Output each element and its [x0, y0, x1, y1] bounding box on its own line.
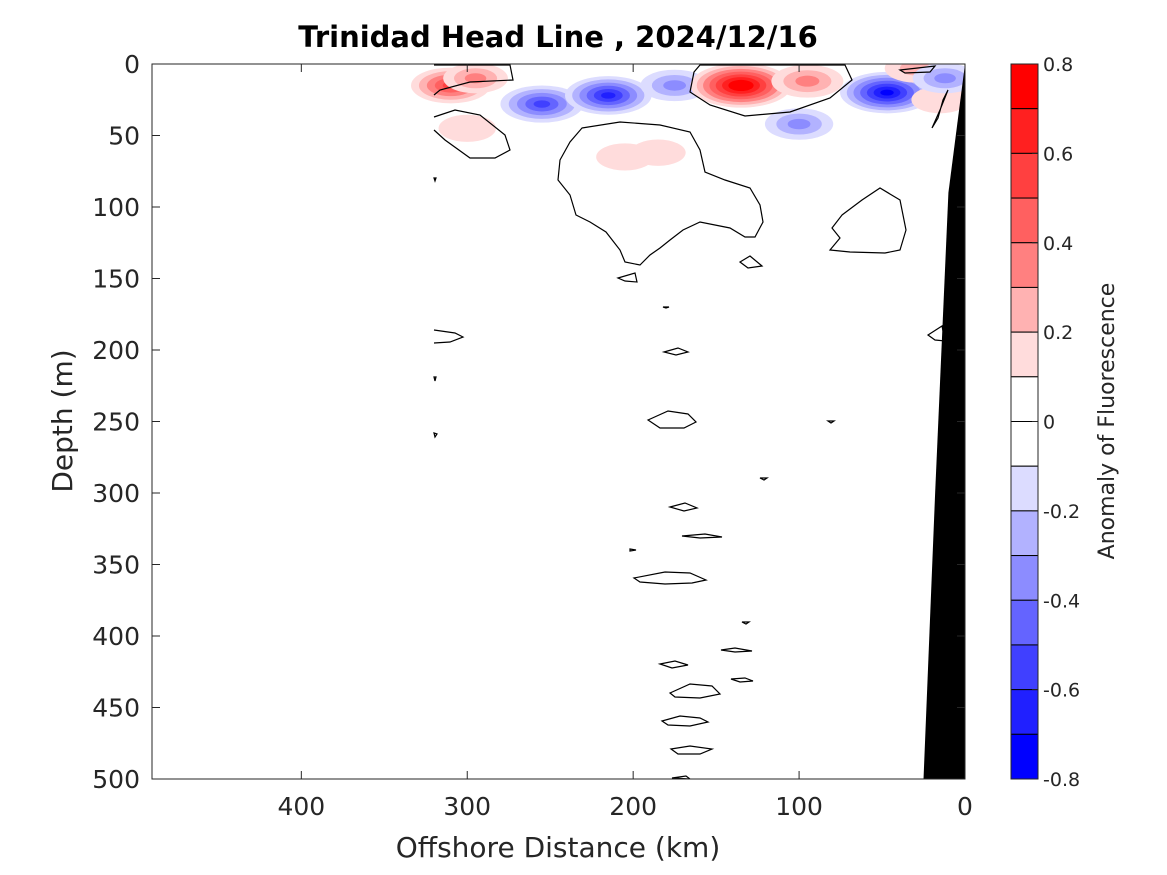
y-tick-label: 500	[92, 765, 140, 794]
anomaly-region	[533, 100, 551, 108]
contour-line	[632, 571, 708, 585]
contour-line	[681, 533, 723, 539]
colorbar-tick-label: -0.8	[1043, 769, 1080, 791]
contour-line	[646, 410, 698, 429]
colorbar-tick-label: 0.2	[1043, 322, 1073, 344]
y-tick-label: 100	[92, 193, 140, 222]
colorbar-title: Anomaly of Fluorescence	[1095, 283, 1120, 560]
contour-line	[738, 255, 764, 269]
colorbar-swatch	[1010, 152, 1039, 199]
colorbar-swatch	[1010, 331, 1039, 378]
anomaly-region	[601, 92, 616, 99]
colorbar-swatch	[1010, 63, 1039, 110]
contour-line	[433, 432, 438, 439]
colorbar-swatch	[1010, 286, 1039, 333]
anomaly-contour-fills	[410, 64, 965, 171]
y-tick-label: 200	[92, 336, 140, 365]
contour-line	[661, 347, 690, 356]
colorbar-swatch	[1010, 644, 1039, 691]
y-tick-label: 150	[92, 265, 140, 294]
contour-line	[828, 187, 907, 254]
colorbar-swatch	[1010, 421, 1039, 467]
x-tick-label: 200	[609, 792, 657, 821]
anomaly-region	[630, 139, 686, 166]
contour-line	[433, 329, 465, 344]
colorbar-swatch	[1010, 733, 1039, 780]
colorbar-swatch	[1010, 197, 1039, 244]
contour-line	[433, 376, 437, 382]
colorbar-swatch	[1010, 555, 1039, 601]
y-tick-label: 0	[124, 50, 140, 79]
contour-line	[667, 502, 699, 512]
colorbar-tick-label: 0	[1043, 412, 1055, 434]
contour-line	[741, 621, 751, 625]
colorbar-swatch	[1010, 510, 1039, 557]
contour-line	[557, 121, 764, 266]
contour-line	[660, 715, 710, 727]
anomaly-region	[934, 73, 956, 84]
y-axis: 0 50 100 150 200 250 300 350 400 450 500	[92, 50, 965, 794]
contour-line	[689, 64, 853, 117]
anomaly-region	[438, 114, 496, 142]
contour-line	[931, 89, 949, 129]
contour-line	[826, 420, 836, 424]
colorbar-swatch	[1010, 108, 1039, 154]
contour-line	[730, 677, 754, 683]
anomaly-region	[787, 118, 811, 130]
zero-contour-lines	[433, 64, 949, 779]
x-tick-label: 0	[957, 792, 973, 821]
x-axis: 400 300 200 100 0	[277, 64, 973, 821]
x-tick-label: 100	[775, 792, 823, 821]
anomaly-region	[464, 73, 487, 84]
y-tick-label: 250	[92, 408, 140, 437]
colorbar-swatch	[1010, 689, 1039, 735]
y-tick-label: 300	[92, 479, 140, 508]
colorbar-swatch	[1010, 376, 1039, 422]
colorbar-tick-label: -0.6	[1043, 680, 1080, 702]
x-tick-label: 400	[277, 792, 325, 821]
anomaly-region	[663, 80, 687, 91]
y-axis-title: Depth (m)	[46, 349, 79, 492]
contour-line	[898, 65, 937, 74]
colorbar-tick-label: -0.2	[1043, 501, 1080, 523]
contour-line	[720, 647, 753, 653]
anomaly-region	[734, 82, 748, 89]
anomaly-region	[795, 75, 820, 87]
colorbar-tick-label: 0.6	[1043, 143, 1073, 165]
contour-line	[657, 660, 689, 669]
colorbar-tick-label: -0.4	[1043, 590, 1080, 612]
colorbar: 0.8 0.6 0.4 0.2 0 -0.2 -0.4 -0.6 -0.8	[1010, 54, 1080, 791]
colorbar-swatch	[1010, 242, 1039, 288]
contour-line	[616, 272, 638, 283]
chart-title: Trinidad Head Line , 2024/12/16	[298, 20, 818, 54]
x-tick-label: 300	[443, 792, 491, 821]
contour-line	[433, 64, 514, 96]
colorbar-tick-label: 0.4	[1043, 233, 1073, 255]
y-tick-label: 450	[92, 694, 140, 723]
y-tick-label: 50	[108, 122, 140, 151]
contour-line	[629, 548, 637, 552]
y-tick-label: 400	[92, 622, 140, 651]
contour-line	[668, 683, 722, 699]
contour-line	[669, 745, 715, 755]
contour-line	[759, 477, 769, 481]
anomaly-region	[880, 89, 894, 96]
contour-line	[433, 177, 437, 183]
x-axis-title: Offshore Distance (km)	[396, 831, 721, 864]
contour-line	[662, 306, 670, 309]
seafloor-bathymetry	[923, 64, 965, 779]
contour-line	[433, 109, 511, 159]
y-tick-label: 350	[92, 551, 140, 580]
colorbar-swatch	[1010, 465, 1039, 512]
colorbar-tick-label: 0.8	[1043, 54, 1073, 76]
colorbar-swatch	[1010, 599, 1039, 646]
